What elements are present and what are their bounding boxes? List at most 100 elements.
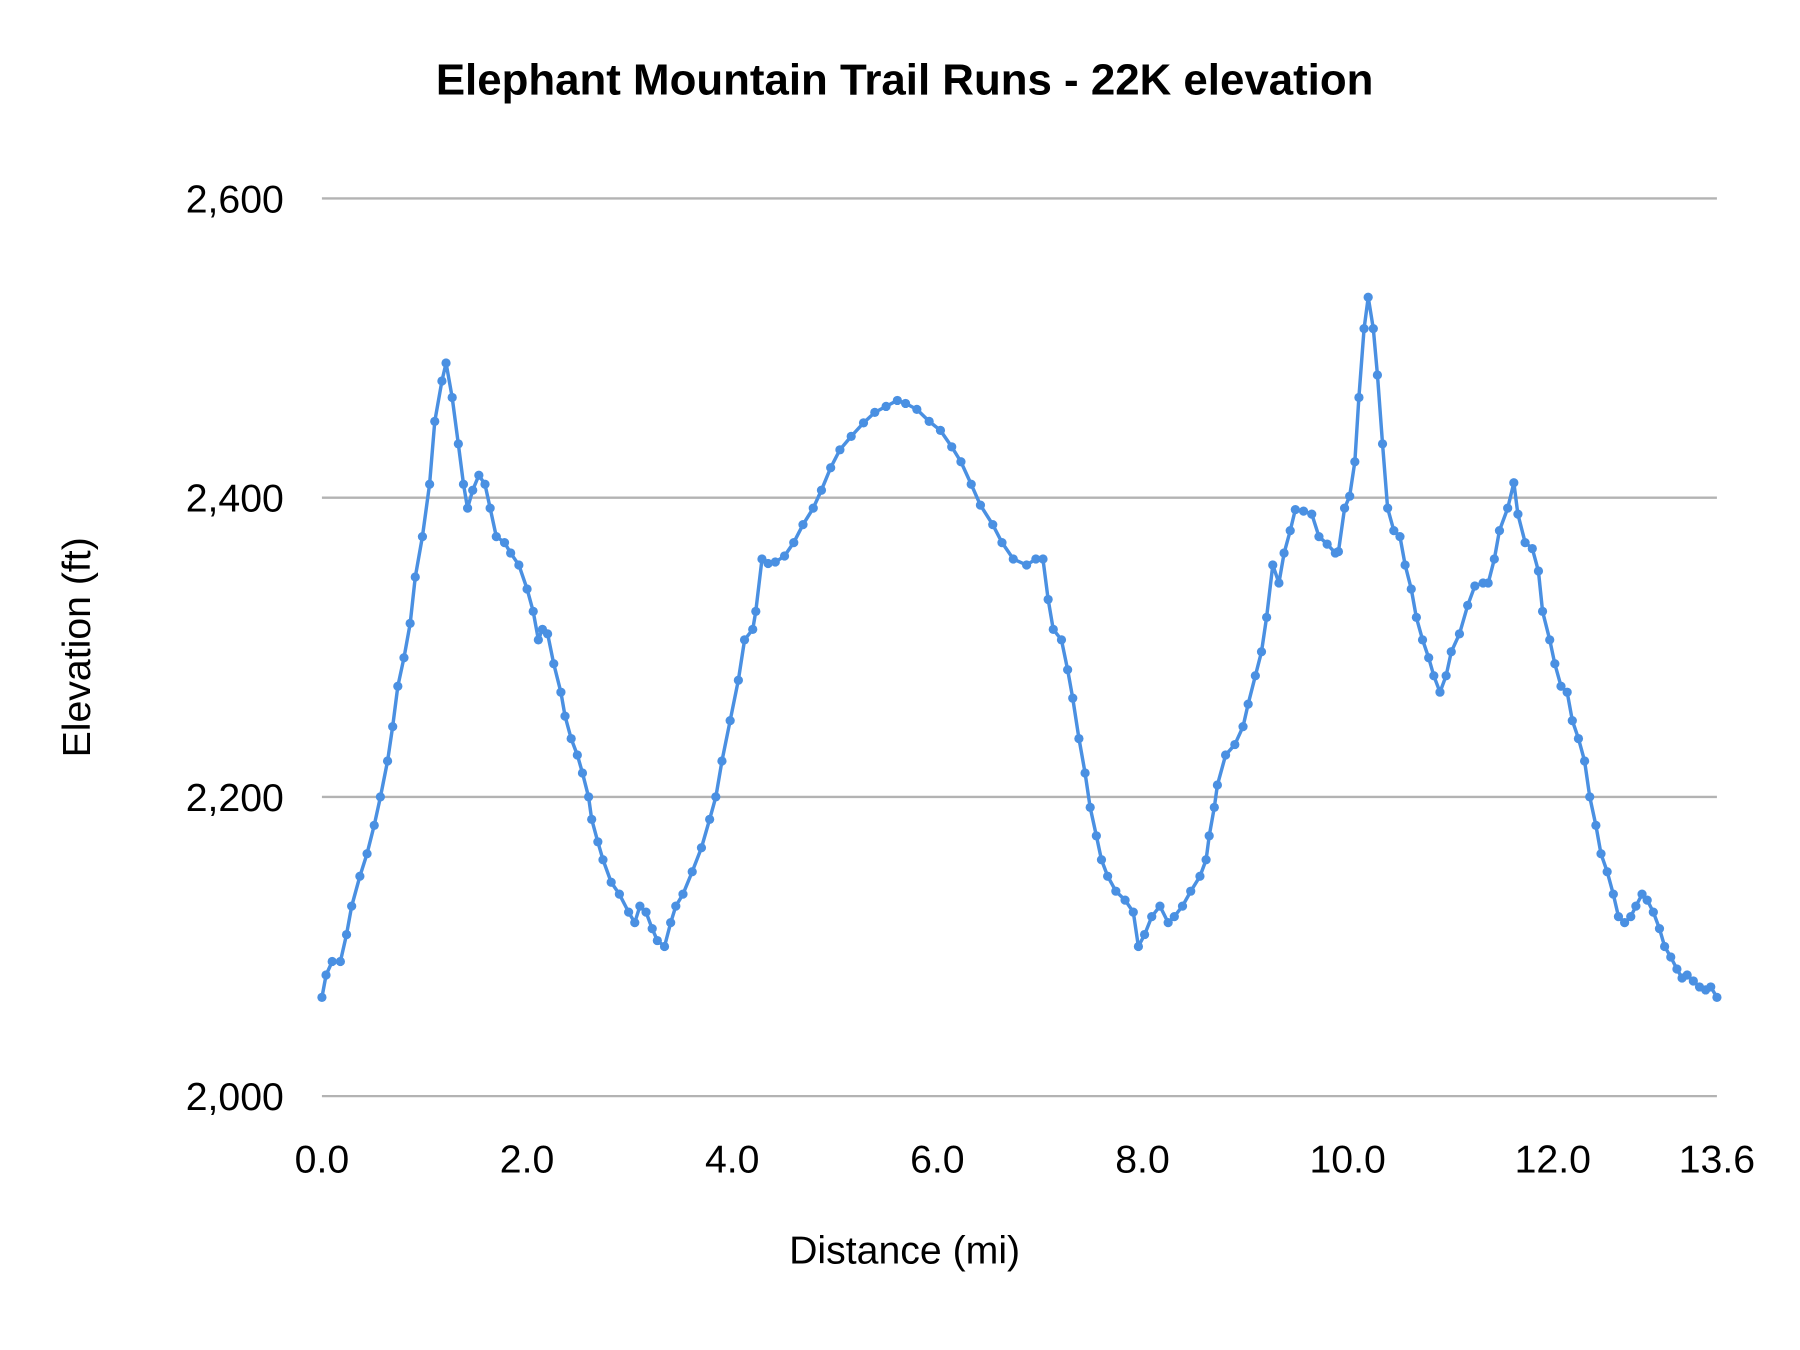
data-point (1243, 699, 1253, 709)
data-point (947, 442, 957, 452)
x-tick-label: 2.0 (500, 1137, 555, 1181)
data-point (382, 756, 393, 766)
data-point (1463, 600, 1473, 611)
data-point (826, 463, 836, 473)
data-point (1648, 907, 1658, 917)
data-point (687, 867, 697, 877)
data-point (900, 398, 911, 409)
data-point (405, 618, 415, 628)
data-point (1290, 505, 1300, 515)
data-point (956, 457, 966, 467)
data-point (1268, 560, 1278, 570)
data-point (1195, 871, 1205, 881)
data-point (417, 531, 428, 542)
data-point (1091, 831, 1101, 841)
data-point (966, 479, 976, 489)
data-point (717, 756, 727, 766)
data-point (560, 711, 570, 721)
y-tick-label: 2,600 (186, 177, 284, 221)
data-point (641, 907, 651, 917)
data-point (748, 624, 758, 634)
data-point (335, 956, 346, 967)
y-tick-label: 2,400 (186, 477, 284, 521)
data-point (1201, 855, 1211, 865)
data-point (614, 889, 625, 899)
data-point (1085, 802, 1095, 813)
x-tick-label: 0.0 (295, 1137, 350, 1181)
data-point (425, 479, 435, 489)
data-point (499, 537, 510, 548)
data-point (1080, 768, 1090, 778)
data-point (1424, 653, 1434, 663)
data-point (549, 659, 559, 669)
data-point (393, 681, 403, 691)
gridlines (321, 197, 1717, 1098)
data-point (1520, 537, 1530, 548)
data-point (666, 917, 676, 928)
data-point (763, 558, 773, 569)
data-point (362, 849, 372, 859)
data-point (858, 418, 869, 428)
data-point (1429, 671, 1439, 681)
data-point (1454, 629, 1465, 639)
data-point (556, 687, 566, 697)
data-point (1688, 976, 1698, 986)
data-point (462, 503, 473, 513)
data-point (1256, 647, 1267, 657)
data-point (468, 485, 478, 495)
data-point (1354, 392, 1364, 403)
data-point (1120, 895, 1130, 905)
x-tick-label: 10.0 (1309, 1137, 1385, 1181)
data-point (453, 439, 463, 449)
data-point (1513, 509, 1523, 519)
data-point (1395, 531, 1405, 542)
data-point (711, 792, 721, 802)
data-point (659, 941, 670, 952)
data-point (1368, 324, 1378, 334)
x-tick-label: 6.0 (910, 1137, 965, 1181)
data-point (789, 537, 799, 548)
data-point (705, 814, 715, 824)
data-point (1417, 635, 1428, 645)
data-point (317, 992, 327, 1003)
data-point (355, 871, 365, 881)
data-point (341, 929, 352, 940)
data-point (506, 548, 516, 558)
data-point (1363, 292, 1373, 302)
data-point (474, 470, 484, 480)
data-point (485, 503, 495, 513)
data-point (630, 917, 640, 928)
data-point (696, 843, 707, 853)
data-point (1435, 687, 1445, 697)
data-point (1383, 503, 1393, 513)
data-point (533, 635, 543, 645)
y-axis-label: Elevation (ft) (55, 537, 99, 757)
x-tick-label: 8.0 (1115, 1137, 1170, 1181)
chart-title: Elephant Mountain Trail Runs - 22K eleva… (436, 56, 1374, 105)
data-point (870, 407, 880, 418)
data-point (430, 416, 440, 427)
data-point (1706, 982, 1716, 992)
data-point (739, 635, 750, 645)
data-point (1562, 687, 1572, 697)
data-point (975, 500, 986, 510)
data-point (542, 629, 553, 639)
data-point (399, 653, 409, 663)
data-point (1596, 849, 1606, 859)
data-point (1262, 612, 1272, 622)
data-point (1619, 917, 1630, 928)
data-point (816, 485, 827, 495)
data-point (1322, 539, 1332, 549)
data-point (369, 820, 379, 830)
data-point (1298, 506, 1309, 516)
plot-area (317, 292, 1722, 1003)
data-point (388, 721, 398, 732)
data-point (1139, 929, 1150, 940)
data-point (587, 814, 597, 824)
data-point (846, 431, 856, 441)
data-point (1608, 889, 1618, 899)
data-point (1163, 917, 1173, 928)
y-tick-label: 2,000 (186, 1075, 284, 1119)
data-point (798, 520, 808, 530)
data-point (1238, 721, 1248, 732)
